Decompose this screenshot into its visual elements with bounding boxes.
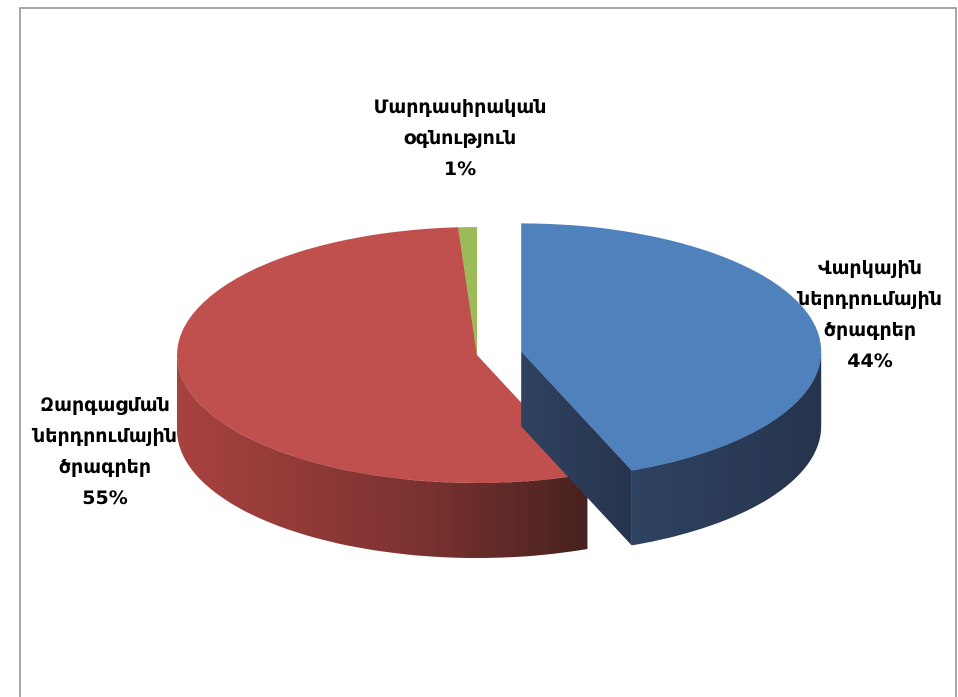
category-name: Վարկային ներդրումային ծրագրեր	[798, 257, 942, 341]
value-label: 55%	[82, 487, 128, 509]
category-name: Մարդասիրական օգնություն	[373, 96, 547, 149]
slice-wall	[521, 351, 632, 546]
value-label: 1%	[443, 158, 477, 180]
category-name: Զարգացման ներդրումային ծրագրեր	[33, 394, 177, 478]
slice-top	[521, 223, 822, 471]
slice-side	[177, 355, 588, 558]
slice	[521, 223, 822, 546]
slice-label: Մարդասիրական օգնություն 1%	[368, 92, 553, 185]
slice-label: Զարգացման ներդրումային ծրագրեր 55%	[13, 390, 198, 514]
value-label: 44%	[847, 350, 893, 372]
slice	[177, 227, 588, 558]
slice	[458, 227, 477, 355]
slice-top	[177, 227, 588, 483]
slice-side	[631, 351, 822, 546]
chart-frame	[19, 7, 957, 697]
slice-label: Վարկային ներդրումային ծրագրեր 44%	[775, 253, 958, 377]
slice-top	[458, 227, 477, 355]
